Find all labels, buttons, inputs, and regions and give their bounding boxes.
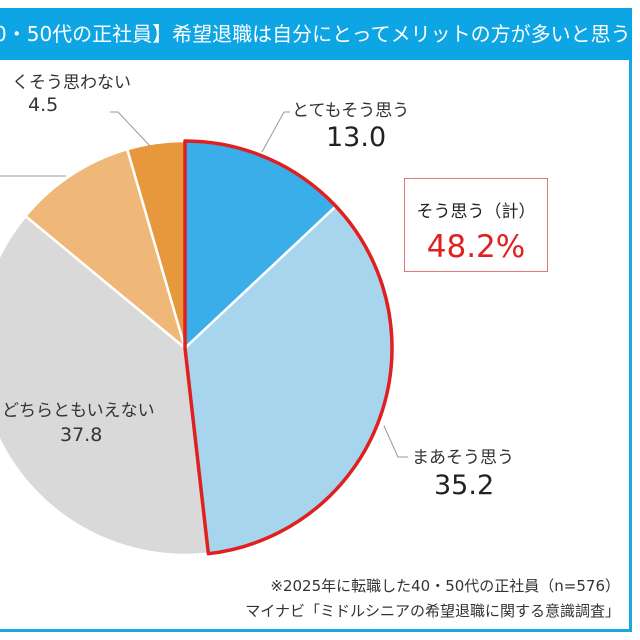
pie-slice <box>0 214 210 557</box>
label-somewhat-agree: まあそう思う <box>412 448 514 468</box>
pie-slice <box>23 147 188 352</box>
leader-line <box>110 111 151 147</box>
value-strongly-agree: 13.0 <box>326 122 387 153</box>
summary-label: そう思う（計） <box>416 202 536 222</box>
summary-box: そう思う（計） 48.2% <box>404 178 548 272</box>
label-strongly-disagree: くそう思わない <box>12 73 131 93</box>
leader-line <box>261 111 290 153</box>
label-strongly-agree: とてもそう思う <box>292 101 410 121</box>
value-neutral: 37.8 <box>60 424 103 446</box>
value-somewhat-agree: 35.2 <box>434 470 495 501</box>
footnote: ※2025年に転職した40・50代の正社員（n=576） <box>270 577 620 595</box>
source: マイナビ「ミドルシニアの希望退職に関する意識調査」 <box>245 602 620 620</box>
leader-line <box>383 425 408 458</box>
value-strongly-disagree: 4.5 <box>28 94 59 116</box>
label-neutral: どちらともいえない <box>2 401 155 421</box>
chart-title: 0・50代の正社員】希望退職は自分にとってメリットの方が多いと思う <box>0 22 631 46</box>
summary-value: 48.2% <box>426 229 526 265</box>
highlight-outline <box>183 139 394 556</box>
chart-title-bar: 0・50代の正社員】希望退職は自分にとってメリットの方が多いと思う <box>0 8 632 60</box>
